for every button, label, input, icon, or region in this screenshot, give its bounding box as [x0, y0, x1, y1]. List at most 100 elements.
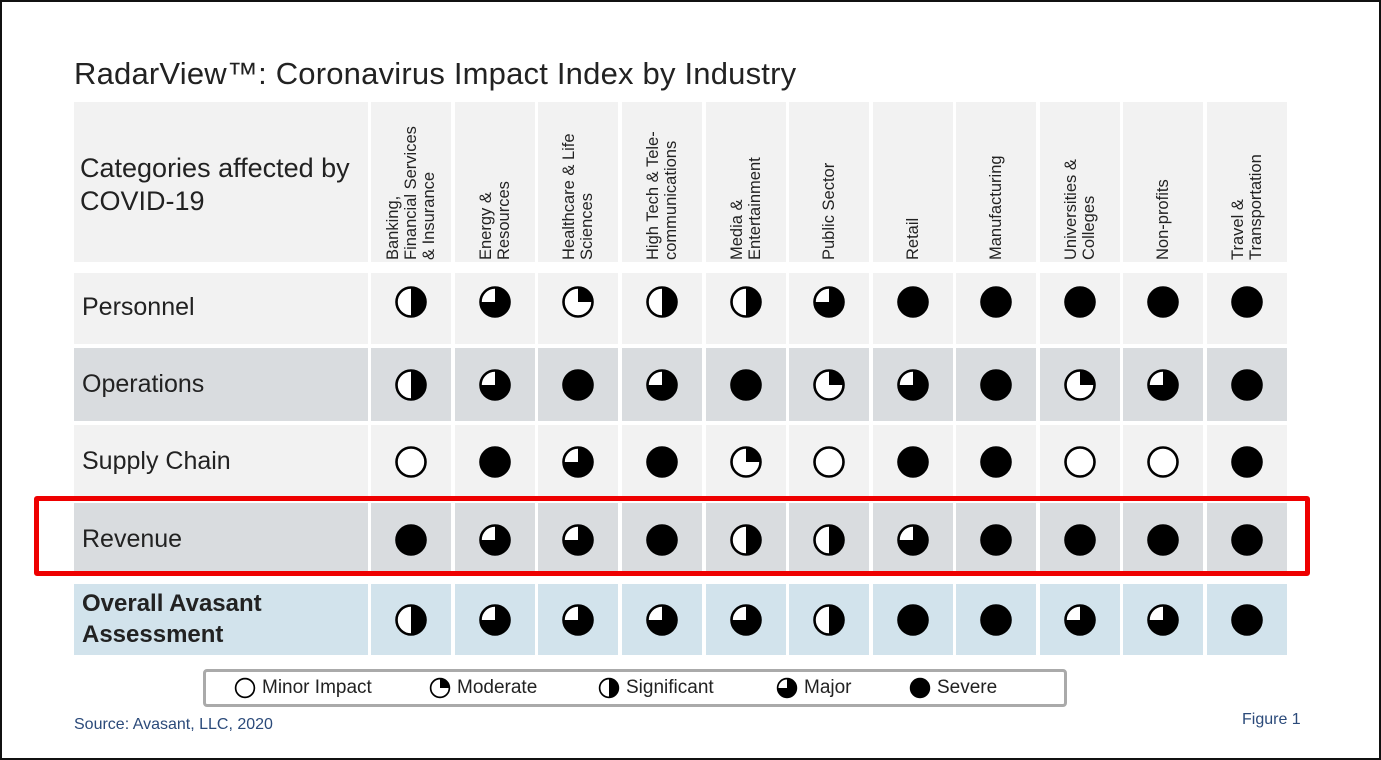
industry-header-text: Manufacturing	[987, 155, 1005, 260]
industry-header-line: & Insurance	[420, 171, 438, 260]
industry-header-line: Energy &	[477, 192, 495, 260]
significant-legend-icon	[598, 677, 620, 699]
severe-ball-icon	[562, 368, 594, 401]
major-ball-icon	[646, 603, 678, 636]
major-ball-icon	[646, 368, 678, 401]
severe-ball-icon	[980, 603, 1012, 636]
industry-header-line: Media &	[728, 199, 746, 260]
industry-header-line: Banking,	[384, 195, 402, 260]
major-ball-icon	[897, 523, 929, 556]
impact-cell	[1123, 584, 1203, 655]
industry-header-line: Transportation	[1247, 154, 1265, 260]
impact-cell	[706, 584, 786, 655]
significant-ball-icon	[395, 285, 427, 318]
impact-cell	[706, 348, 786, 421]
moderate-ball-icon	[1064, 368, 1096, 401]
moderate-ball-icon	[562, 285, 594, 318]
significant-ball-icon	[730, 285, 762, 318]
major-ball-icon	[897, 368, 929, 401]
minor-impact-ball-icon	[395, 445, 427, 478]
impact-cell	[622, 584, 702, 655]
impact-cell	[1123, 273, 1203, 344]
impact-cell	[622, 273, 702, 344]
impact-cell	[706, 425, 786, 498]
table-header-label: Categories affected by COVID-19	[74, 102, 368, 262]
industry-header-line: Universities &	[1062, 159, 1080, 260]
industry-header-text: Retail	[904, 218, 922, 260]
industry-header-text: Travel & Transportation	[1229, 154, 1265, 260]
legend-label: Moderate	[457, 677, 538, 698]
impact-cell	[538, 273, 618, 344]
row-label-line: Overall Avasant	[82, 590, 262, 617]
impact-cell	[1040, 425, 1120, 498]
impact-cell	[455, 503, 535, 576]
industry-header: Energy & Resources	[455, 102, 535, 262]
impact-cell	[538, 348, 618, 421]
severe-legend-icon	[909, 677, 931, 699]
impact-cell	[1207, 273, 1287, 344]
impact-cell	[789, 425, 869, 498]
industry-header-line: Resources	[495, 181, 513, 260]
industry-header: Banking, Financial Services & Insurance	[371, 102, 451, 262]
severe-ball-icon	[395, 523, 427, 556]
impact-cell	[455, 273, 535, 344]
impact-cell	[538, 425, 618, 498]
impact-cell	[1207, 503, 1287, 576]
impact-cell	[455, 425, 535, 498]
impact-cell	[1040, 584, 1120, 655]
major-ball-icon	[1064, 603, 1096, 636]
industry-header-line: Healthcare & Life	[560, 133, 578, 260]
industry-header: Media & Entertainment	[706, 102, 786, 262]
minor-impact-ball-icon	[1064, 445, 1096, 478]
severe-ball-icon	[980, 523, 1012, 556]
row-label-cell: Personnel	[74, 273, 368, 344]
impact-cell	[706, 503, 786, 576]
significant-ball-icon	[395, 603, 427, 636]
impact-cell	[1040, 503, 1120, 576]
moderate-ball-icon	[813, 368, 845, 401]
impact-cell	[622, 503, 702, 576]
industry-header-line: Non-profits	[1154, 179, 1172, 260]
industry-header-line: Colleges	[1080, 195, 1098, 260]
impact-cell	[455, 348, 535, 421]
impact-cell	[371, 584, 451, 655]
major-legend-icon	[776, 677, 798, 699]
impact-cell	[1207, 425, 1287, 498]
severe-ball-icon	[1231, 523, 1263, 556]
industry-header-text: Non-profits	[1154, 179, 1172, 260]
severe-ball-icon	[1147, 285, 1179, 318]
major-ball-icon	[730, 603, 762, 636]
page-title: RadarView™: Coronavirus Impact Index by …	[74, 56, 797, 91]
significant-ball-icon	[646, 285, 678, 318]
industry-header-line: Public Sector	[820, 162, 838, 260]
row-label-cell: Operations	[74, 348, 368, 421]
impact-cell	[956, 503, 1036, 576]
impact-cell	[789, 348, 869, 421]
industry-header: Healthcare & Life Sciences	[538, 102, 618, 262]
industry-header-text: Media & Entertainment	[728, 157, 764, 260]
legend-label: Minor Impact	[262, 677, 372, 698]
industry-header: Retail	[873, 102, 953, 262]
severe-ball-icon	[1231, 368, 1263, 401]
major-ball-icon	[479, 368, 511, 401]
row-label: Supply Chain	[82, 447, 231, 475]
impact-cell	[956, 273, 1036, 344]
significant-ball-icon	[813, 603, 845, 636]
impact-cell	[789, 503, 869, 576]
row-label: Overall Avasant Assessment	[82, 588, 262, 650]
impact-cell	[538, 503, 618, 576]
industry-header-line: Sciences	[578, 193, 596, 260]
impact-cell	[371, 273, 451, 344]
row-label-line: Assessment	[82, 621, 224, 648]
major-ball-icon	[1147, 368, 1179, 401]
header-label-text: Categories affected by COVID-19	[80, 153, 350, 216]
major-ball-icon	[479, 603, 511, 636]
impact-cell	[1040, 348, 1120, 421]
impact-cell	[1207, 584, 1287, 655]
moderate-ball-icon	[730, 445, 762, 478]
row-label: Personnel	[82, 293, 195, 321]
impact-cell	[956, 425, 1036, 498]
major-ball-icon	[1147, 603, 1179, 636]
industry-header-text: Banking, Financial Services & Insurance	[384, 126, 438, 260]
severe-ball-icon	[1231, 603, 1263, 636]
